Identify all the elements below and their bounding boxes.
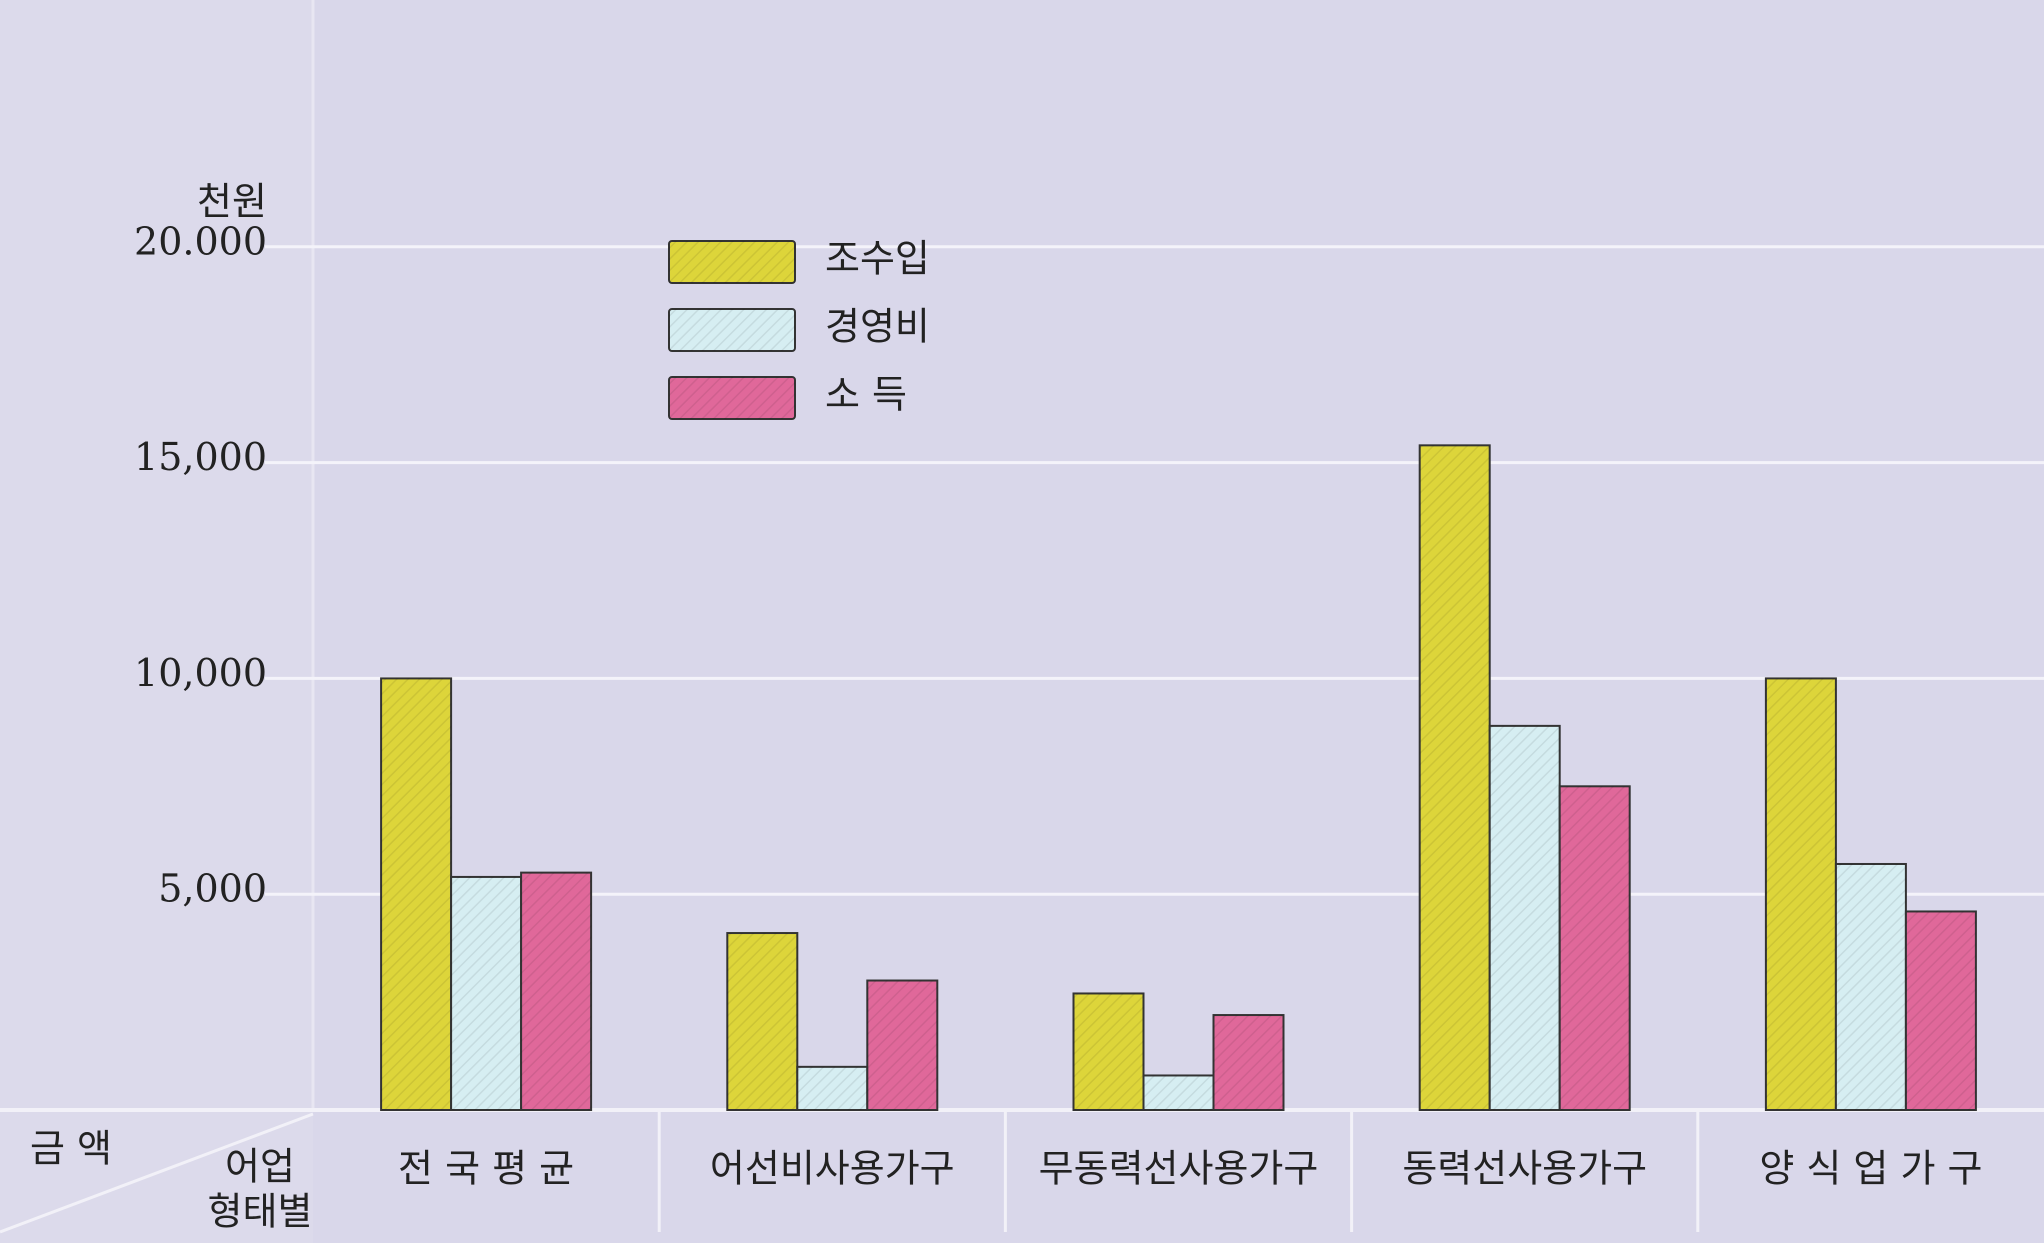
legend-label: 경영비 [825, 305, 930, 349]
bar-hatch [1073, 993, 1144, 1110]
bar-hatch [1835, 863, 1906, 1110]
x-tick-label: 양 식 업 가 구 [1759, 1147, 1982, 1191]
x-tick-label: 동력선사용가구 [1402, 1147, 1647, 1191]
y-tick-label: 20.000 [134, 219, 267, 263]
x-tick-label: 어선비사용가구 [710, 1147, 955, 1191]
x-label: 어업 [225, 1145, 295, 1189]
legend-label: 조수입 [825, 237, 930, 281]
bar-hatch [1143, 1075, 1214, 1110]
bar-hatch [797, 1066, 868, 1110]
x-tick-label: 무동력선사용가구 [1039, 1147, 1319, 1191]
bar-hatch [521, 872, 592, 1110]
y-tick-label: 10,000 [134, 651, 267, 695]
y-tick-label: 5,000 [158, 867, 267, 911]
y-tick-label: 15,000 [134, 435, 267, 479]
bar-hatch [1765, 678, 1836, 1110]
bar-hatch [1489, 725, 1560, 1110]
bar-hatch [451, 876, 522, 1110]
y-label: 금 액 [30, 1127, 112, 1171]
legend-hatch [669, 241, 795, 283]
legend-label: 소 득 [825, 373, 907, 417]
x-label: 형태별 [208, 1190, 313, 1234]
bar-hatch [1905, 911, 1976, 1110]
corner-diagonal [0, 1112, 314, 1234]
legend-hatch [669, 377, 795, 419]
x-tick-label: 전 국 평 균 [398, 1147, 574, 1191]
legend-hatch [669, 309, 795, 351]
bar-hatch [727, 933, 798, 1110]
y-unit: 천원 [197, 180, 267, 224]
bar-hatch [381, 678, 452, 1110]
bar-hatch [1559, 786, 1630, 1110]
bar-hatch [1213, 1015, 1284, 1110]
axis-panel [0, 0, 313, 1243]
bar-hatch [867, 980, 938, 1110]
bar-hatch [1419, 445, 1490, 1110]
